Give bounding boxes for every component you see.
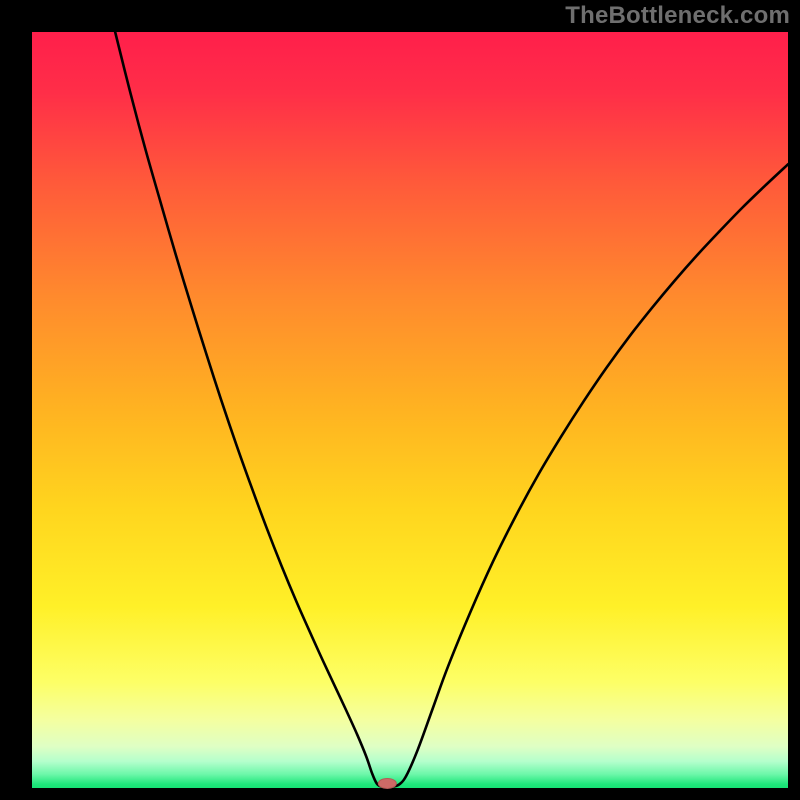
optimum-marker [378,778,396,788]
bottleneck-chart [0,0,800,800]
watermark-text: TheBottleneck.com [565,2,790,30]
